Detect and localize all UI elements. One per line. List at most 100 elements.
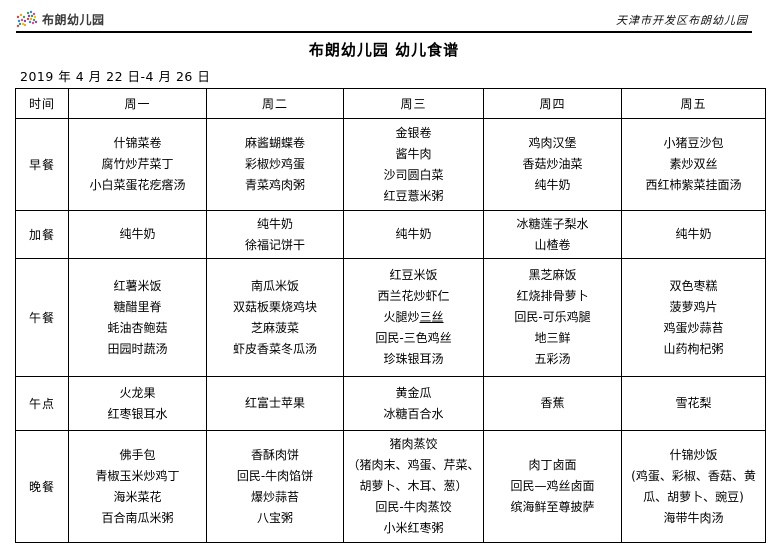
menu-cell: 肉丁卤面回民—鸡丝卤面 缤海鲜至尊披萨 bbox=[483, 430, 622, 543]
kindergarten-logo: 布朗幼儿园 bbox=[16, 10, 105, 28]
time-column-header: 时间 bbox=[15, 88, 69, 119]
menu-item: 五彩汤 bbox=[534, 352, 571, 366]
menu-cell: 火龙果 红枣银耳水 bbox=[68, 376, 207, 431]
page-title: 布朗幼儿园 幼儿食谱 bbox=[308, 41, 460, 59]
menu-cell: 纯牛奶 bbox=[621, 210, 766, 259]
menu-item: 什锦菜卷 bbox=[113, 136, 162, 150]
menu-item: （猪肉末、鸡蛋、芹菜、 bbox=[347, 458, 480, 472]
menu-item: 西红柿紫菜挂面汤 bbox=[645, 178, 742, 192]
menu-item: 麻酱蝴蝶卷 bbox=[244, 136, 305, 150]
menu-cell: 佛手包青椒玉米炒鸡丁 海米菜花百合南瓜米粥 bbox=[68, 430, 207, 543]
day-header-wednesday: 周三 bbox=[343, 88, 484, 119]
menu-item: 山药枸杞粥 bbox=[663, 341, 724, 356]
menu-item: (鸡蛋、彩椒、香菇、黄 bbox=[631, 468, 756, 483]
menu-item: 双色枣糕 bbox=[669, 278, 718, 293]
menu-item: 小白菜蛋花疙瘩汤 bbox=[89, 178, 186, 192]
menu-item: 金银卷 bbox=[395, 125, 432, 140]
menu-item: 香酥肉饼 bbox=[250, 447, 299, 462]
menu-item: 百合南瓜米粥 bbox=[101, 510, 174, 525]
menu-item: 回民-可乐鸡腿 bbox=[514, 310, 591, 324]
menu-item: 腐竹炒芹菜丁 bbox=[101, 157, 174, 171]
menu-table: 时间 周一 周二 周三 周四 周五 早餐 什锦菜卷 腐竹炒芹菜丁 小白菜蛋花疙瘩汤 麻酱… bbox=[15, 88, 766, 543]
page-header: 布朗幼儿园 天津市开发区布朗幼儿园 bbox=[16, 8, 752, 33]
menu-cell: 红薯米饭 糖醋里脊 蚝油杏鲍菇 田园时蔬汤 bbox=[68, 258, 207, 377]
menu-item: 小米红枣粥 bbox=[383, 521, 444, 535]
school-name: 天津市开发区布朗幼儿园 bbox=[616, 14, 748, 27]
menu-cell: 冰糖莲子梨水 山楂卷 bbox=[483, 210, 622, 259]
logo-text: 布朗幼儿园 bbox=[42, 12, 105, 27]
menu-item: 鸡蛋炒蒜苔 bbox=[663, 320, 724, 335]
menu-cell: 香酥肉饼 回民-牛肉馅饼 爆炒蒜苔 八宝粥 bbox=[206, 430, 344, 543]
menu-cell: 金银卷酱牛肉沙司圆白菜红豆薏米粥 bbox=[343, 118, 484, 211]
menu-item: 田园时蔬汤 bbox=[107, 341, 168, 356]
menu-cell: 香蕉 bbox=[483, 376, 622, 431]
menu-item: 佛手包 bbox=[119, 447, 156, 462]
meal-label: 晚餐 bbox=[15, 430, 69, 543]
meal-row: 早餐 什锦菜卷 腐竹炒芹菜丁 小白菜蛋花疙瘩汤 麻酱蝴蝶卷 彩椒炒鸡蛋 青菜鸡肉粥 金银卷 酱牛… bbox=[15, 118, 766, 211]
menu-item: 西兰花炒虾仁 bbox=[377, 289, 450, 303]
menu-item: 回民-牛肉蒸饺 bbox=[375, 500, 452, 514]
meal-row: 午点 火龙果 红枣银耳水 红富士苹果 黄金瓜冰糖百合水 香蕉 雪花梨 bbox=[15, 376, 766, 431]
menu-item: 肉丁卤面 bbox=[528, 458, 577, 472]
menu-item: 纯牛奶 bbox=[675, 227, 712, 241]
menu-item: 小猪豆沙包 bbox=[663, 136, 724, 150]
menu-item: 红枣银耳水 bbox=[107, 406, 168, 421]
menu-cell: 黑芝麻饭红烧排骨萝卜 回民-可乐鸡腿 地三鲜五彩汤 bbox=[483, 258, 622, 377]
menu-item: 菠萝鸡片 bbox=[669, 299, 718, 314]
menu-item: 火腿炒三丝 bbox=[383, 310, 444, 324]
menu-item: 海带牛肉汤 bbox=[663, 510, 724, 525]
menu-item: 瓜、胡萝卜、豌豆) bbox=[643, 489, 744, 504]
menu-item: 青菜鸡肉粥 bbox=[244, 178, 305, 192]
menu-item: 黑芝麻饭 bbox=[528, 268, 577, 282]
menu-cell: 鸡肉汉堡 香菇炒油菜 纯牛奶 bbox=[483, 118, 622, 211]
menu-item: 什锦炒饭 bbox=[669, 447, 718, 462]
day-header-tuesday: 周二 bbox=[206, 88, 344, 119]
menu-item: 猪肉蒸饺 bbox=[389, 437, 438, 451]
menu-item: 回民—鸡丝卤面 bbox=[510, 479, 595, 493]
menu-item: 红富士苹果 bbox=[244, 396, 305, 410]
menu-item: 回民-三色鸡丝 bbox=[375, 331, 452, 345]
menu-cell: 红豆米饭西兰花炒虾仁 火腿炒三丝回民-三色鸡丝 珍珠银耳汤 bbox=[343, 258, 484, 377]
menu-item: 糖醋里脊 bbox=[113, 299, 162, 314]
meal-label: 午餐 bbox=[15, 258, 69, 377]
menu-cell: 什锦炒饭 (鸡蛋、彩椒、香菇、黄 瓜、胡萝卜、豌豆) 海带牛肉汤 bbox=[621, 430, 766, 543]
menu-item: 青椒玉米炒鸡丁 bbox=[95, 468, 180, 483]
menu-item: 冰糖百合水 bbox=[383, 406, 444, 421]
menu-cell: 什锦菜卷腐竹炒芹菜丁 小白菜蛋花疙瘩汤 bbox=[68, 118, 207, 211]
menu-item: 红豆薏米粥 bbox=[383, 188, 444, 203]
menu-item: 素炒双丝 bbox=[669, 157, 718, 171]
menu-item: 山楂卷 bbox=[534, 237, 571, 252]
confetti-burst-icon bbox=[16, 10, 38, 28]
menu-item: 黄金瓜 bbox=[395, 385, 432, 400]
menu-item: 冰糖莲子梨水 bbox=[516, 216, 589, 231]
menu-item: 地三鲜 bbox=[534, 331, 571, 345]
menu-item: 雪花梨 bbox=[675, 396, 712, 410]
menu-item: 缤海鲜至尊披萨 bbox=[510, 500, 595, 514]
menu-cell: 纯牛奶 徐福记饼干 bbox=[206, 210, 344, 259]
menu-item: 芝麻菠菜 bbox=[250, 320, 299, 335]
menu-cell: 小猪豆沙包素炒双丝西红柿紫菜挂面汤 bbox=[621, 118, 766, 211]
menu-item: 红豆米饭 bbox=[389, 268, 438, 282]
header-row: 时间 周一 周二 周三 周四 周五 bbox=[15, 88, 766, 119]
menu-item: 彩椒炒鸡蛋 bbox=[244, 157, 305, 171]
menu-item: 南瓜米饭 bbox=[250, 278, 299, 293]
menu-item: 纯牛奶 bbox=[256, 216, 293, 231]
menu-item: 香蕉 bbox=[540, 396, 565, 410]
menu-item: 沙司圆白菜 bbox=[383, 167, 444, 182]
menu-item: 八宝粥 bbox=[256, 510, 293, 525]
menu-item: 海米菜花 bbox=[113, 489, 162, 504]
day-header-monday: 周一 bbox=[68, 88, 207, 119]
menu-item: 双菇板栗烧鸡块 bbox=[232, 299, 317, 314]
menu-cell: 南瓜米饭 双菇板栗烧鸡块 芝麻菠菜 虾皮香菜冬瓜汤 bbox=[206, 258, 344, 377]
meal-label: 午点 bbox=[15, 376, 69, 431]
menu-item: 酱牛肉 bbox=[395, 146, 432, 161]
menu-item: 珍珠银耳汤 bbox=[383, 352, 444, 366]
menu-cell: 红富士苹果 bbox=[206, 376, 344, 431]
meal-row: 午餐 红薯米饭 糖醋里脊 蚝油杏鲍菇 田园时蔬汤 南瓜米饭 双菇板栗烧鸡块 芝麻菠菜 虾皮香菜冬… bbox=[15, 258, 766, 377]
menu-cell: 雪花梨 bbox=[621, 376, 766, 431]
menu-item: 爆炒蒜苔 bbox=[250, 489, 299, 504]
menu-cell: 纯牛奶 bbox=[343, 210, 484, 259]
menu-item: 香菇炒油菜 bbox=[522, 157, 583, 171]
menu-cell: 麻酱蝴蝶卷彩椒炒鸡蛋青菜鸡肉粥 bbox=[206, 118, 344, 211]
menu-item: 红烧排骨萝卜 bbox=[516, 289, 589, 303]
